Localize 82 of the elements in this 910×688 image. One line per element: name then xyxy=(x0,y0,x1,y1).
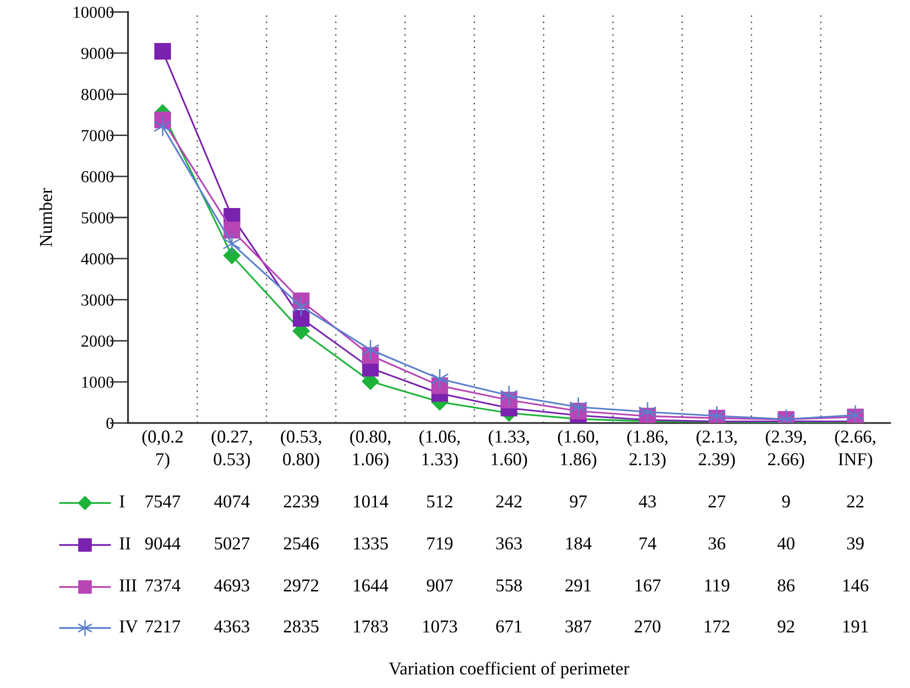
data-label: 558 xyxy=(496,579,522,592)
data-label: 5027 xyxy=(214,537,250,550)
data-label: 1644 xyxy=(354,579,388,592)
point xyxy=(292,310,310,327)
data-label: 2239 xyxy=(284,495,318,508)
data-label: 4363 xyxy=(214,620,250,633)
data-label: 92 xyxy=(778,620,794,633)
x-tick-label: (1.86, 2.13) xyxy=(627,430,668,470)
point xyxy=(223,247,240,264)
data-label: 43 xyxy=(638,495,656,508)
data-label: 146 xyxy=(843,579,868,592)
data-label: 86 xyxy=(778,579,795,592)
x-tick-label: (1.33, 1.60) xyxy=(488,430,529,470)
legend-label: IV xyxy=(120,620,138,633)
data-label: 7547 xyxy=(146,495,180,508)
y-tick-label: 4000 xyxy=(81,253,114,265)
data-label: 671 xyxy=(496,620,522,633)
data-label: 40 xyxy=(777,537,794,550)
data-label: 184 xyxy=(566,537,592,550)
y-tick-label: 2000 xyxy=(82,336,114,347)
data-label: 97 xyxy=(570,495,587,508)
data-label: 387 xyxy=(566,620,592,633)
y-tick-label: 1000 xyxy=(82,376,114,388)
data-label: 74 xyxy=(640,537,656,550)
data-label: 907 xyxy=(426,579,453,592)
data-label: 363 xyxy=(496,537,522,550)
y-tick-label: 6000 xyxy=(81,171,114,182)
data-label: 242 xyxy=(496,495,522,508)
point xyxy=(292,296,310,317)
x-tick-label: (2.13, 2.39) xyxy=(696,430,737,470)
point xyxy=(224,222,240,238)
data-label: 1014 xyxy=(354,495,388,508)
data-label: 1783 xyxy=(354,620,388,633)
data-label: 119 xyxy=(705,579,730,592)
y-tick-label: 5000 xyxy=(82,212,114,224)
x-tick-label: (2.66, INF) xyxy=(835,430,876,470)
y-tick-label: 7000 xyxy=(82,130,114,142)
data-label: 7374 xyxy=(146,579,180,592)
data-label: 9044 xyxy=(145,537,180,550)
data-label: 512 xyxy=(427,495,452,508)
point xyxy=(846,404,864,423)
y-tick-label: 0 xyxy=(106,418,114,429)
data-label: 1335 xyxy=(354,537,388,550)
data-label: 167 xyxy=(636,579,661,592)
x-tick-label: (0.27, 0.53) xyxy=(212,430,252,470)
data-label: 2972 xyxy=(284,579,318,592)
y-axis-title: Number xyxy=(39,188,52,247)
data-label: 191 xyxy=(843,620,868,633)
y-tick-label: 3000 xyxy=(82,294,114,306)
data-label: 172 xyxy=(704,620,730,632)
text: Variation coefficient of perimeter xyxy=(388,662,630,678)
data-label: 39 xyxy=(847,537,864,550)
data-label: 7217 xyxy=(146,620,180,632)
data-label: 1073 xyxy=(423,620,458,633)
point xyxy=(154,42,171,60)
data-label: 36 xyxy=(708,537,726,550)
y-tick-label: 8000 xyxy=(81,88,114,100)
data-label: 270 xyxy=(634,620,660,633)
x-tick-label: (0.80, 1.06) xyxy=(350,430,390,470)
y-tick-label: 10000 xyxy=(74,6,114,18)
data-label: 291 xyxy=(566,579,591,592)
x-tick-label: (1.60, 1.86) xyxy=(558,430,598,470)
point xyxy=(222,233,242,254)
legend-label: III xyxy=(120,580,136,592)
legend-label: I xyxy=(120,496,124,508)
point xyxy=(430,368,449,390)
y-tick-label: 9000 xyxy=(81,48,114,60)
data-label: 2546 xyxy=(284,537,319,550)
data-label: 4693 xyxy=(214,579,250,592)
legend-label: II xyxy=(120,538,130,550)
data-label: 27 xyxy=(708,495,726,508)
data-label: 2835 xyxy=(284,620,319,633)
data-label: 4074 xyxy=(214,495,250,508)
data-label: 22 xyxy=(847,495,864,508)
x-tick-label: (0,0.2 7) xyxy=(142,430,183,470)
point xyxy=(569,396,588,418)
data-label: 719 xyxy=(427,537,453,550)
x-tick-label: (1.06, 1.33) xyxy=(419,430,460,470)
data-label: 9 xyxy=(782,495,790,508)
x-tick-label: (2.39, 2.66) xyxy=(766,430,806,470)
x-tick-label: (0.53, 0.80) xyxy=(280,430,322,470)
point xyxy=(154,116,172,137)
